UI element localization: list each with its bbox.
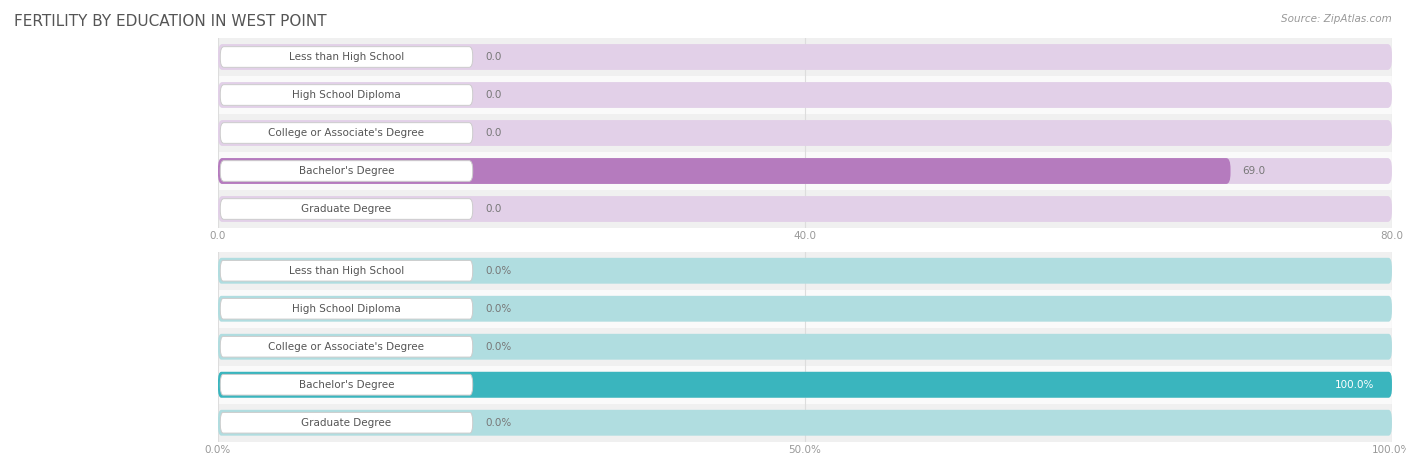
Text: Graduate Degree: Graduate Degree [301, 204, 391, 214]
Text: High School Diploma: High School Diploma [292, 304, 401, 314]
FancyBboxPatch shape [221, 260, 472, 281]
FancyBboxPatch shape [218, 82, 1392, 108]
Text: Bachelor's Degree: Bachelor's Degree [298, 380, 394, 390]
FancyBboxPatch shape [221, 199, 472, 219]
Text: 0.0%: 0.0% [485, 304, 512, 314]
FancyBboxPatch shape [218, 372, 1392, 398]
Bar [218, 366, 1392, 404]
FancyBboxPatch shape [218, 158, 1392, 184]
FancyBboxPatch shape [218, 196, 1392, 222]
FancyBboxPatch shape [221, 85, 472, 105]
Text: 0.0%: 0.0% [485, 266, 512, 276]
Text: 0.0: 0.0 [485, 204, 502, 214]
FancyBboxPatch shape [218, 410, 1392, 436]
FancyBboxPatch shape [221, 123, 472, 143]
FancyBboxPatch shape [218, 258, 1392, 284]
Text: 69.0: 69.0 [1243, 166, 1265, 176]
FancyBboxPatch shape [221, 412, 472, 433]
FancyBboxPatch shape [221, 374, 472, 395]
FancyBboxPatch shape [218, 44, 1392, 70]
Text: FERTILITY BY EDUCATION IN WEST POINT: FERTILITY BY EDUCATION IN WEST POINT [14, 14, 326, 29]
FancyBboxPatch shape [221, 336, 472, 357]
Text: 0.0%: 0.0% [485, 342, 512, 352]
Bar [218, 38, 1392, 76]
Text: Graduate Degree: Graduate Degree [301, 418, 391, 428]
Text: Source: ZipAtlas.com: Source: ZipAtlas.com [1281, 14, 1392, 24]
Text: 100.0%: 100.0% [1334, 380, 1374, 390]
FancyBboxPatch shape [218, 334, 1392, 360]
Text: Bachelor's Degree: Bachelor's Degree [298, 166, 394, 176]
FancyBboxPatch shape [221, 47, 472, 67]
Text: College or Associate's Degree: College or Associate's Degree [269, 342, 425, 352]
Text: 0.0: 0.0 [485, 52, 502, 62]
Text: High School Diploma: High School Diploma [292, 90, 401, 100]
FancyBboxPatch shape [221, 298, 472, 319]
Bar [218, 252, 1392, 290]
Bar [218, 404, 1392, 442]
FancyBboxPatch shape [218, 120, 1392, 146]
Text: 0.0: 0.0 [485, 90, 502, 100]
Bar [218, 152, 1392, 190]
Text: 0.0%: 0.0% [485, 418, 512, 428]
FancyBboxPatch shape [218, 158, 1230, 184]
FancyBboxPatch shape [221, 161, 472, 181]
Bar [218, 328, 1392, 366]
Text: College or Associate's Degree: College or Associate's Degree [269, 128, 425, 138]
Text: Less than High School: Less than High School [288, 52, 404, 62]
Bar [218, 190, 1392, 228]
Bar [218, 290, 1392, 328]
FancyBboxPatch shape [218, 372, 1392, 398]
Bar [218, 114, 1392, 152]
FancyBboxPatch shape [218, 296, 1392, 322]
Text: Less than High School: Less than High School [288, 266, 404, 276]
Text: 0.0: 0.0 [485, 128, 502, 138]
Bar [218, 76, 1392, 114]
